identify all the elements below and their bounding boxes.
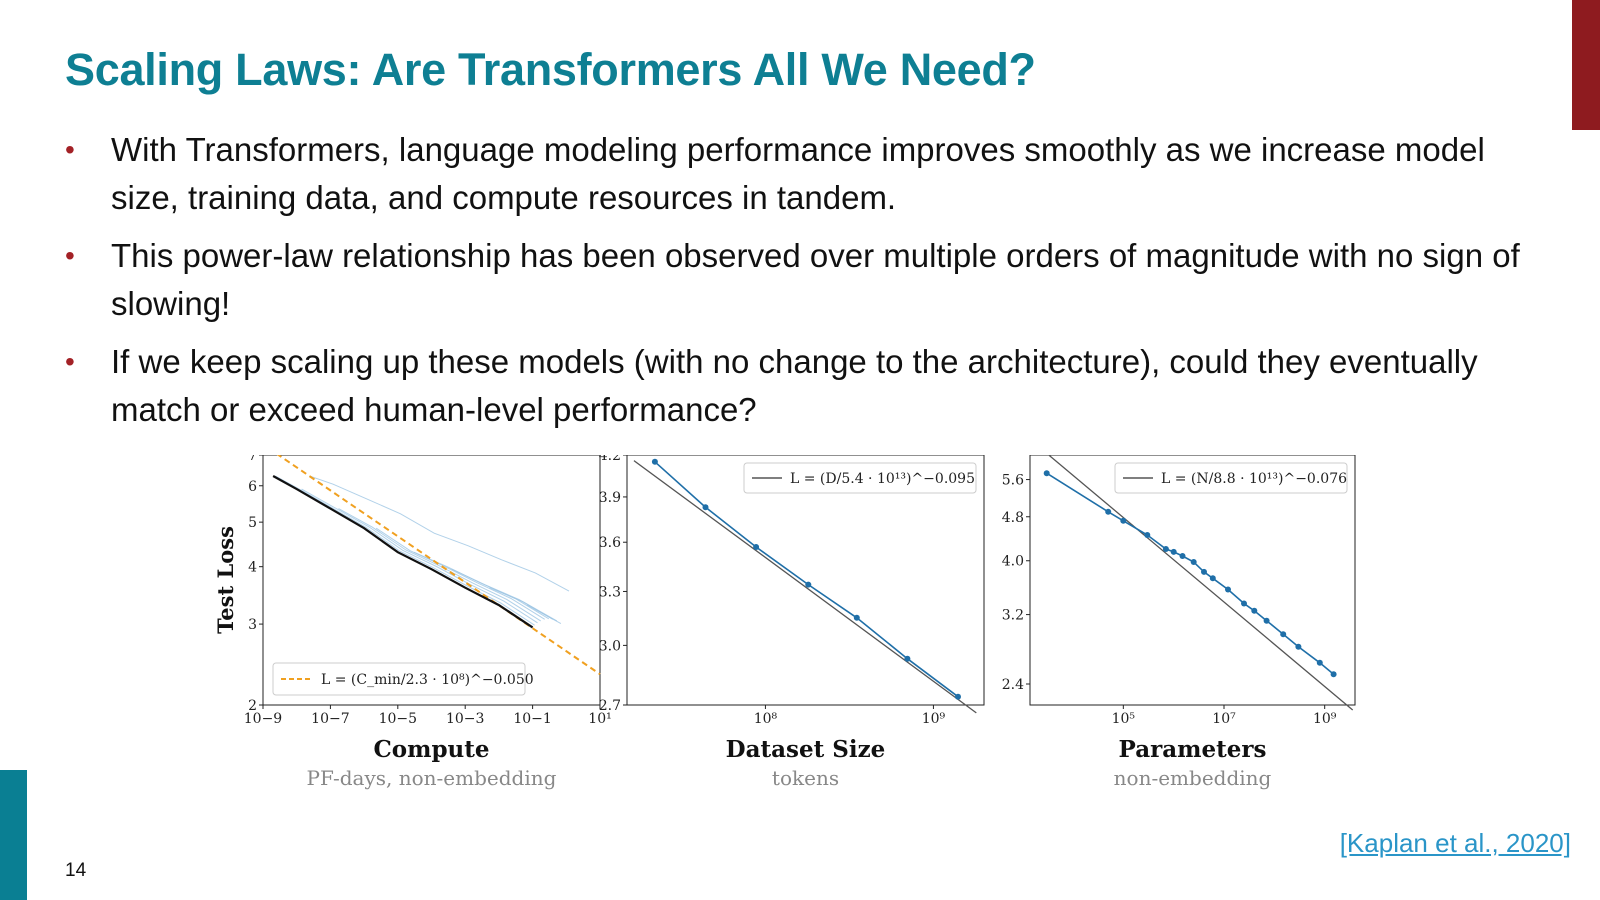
y-axis-title: Test Loss: [213, 526, 238, 634]
fit-line: [275, 452, 601, 676]
y-tick-label: 4.0: [1002, 554, 1024, 570]
x-axis-subtitle: non-embedding: [1114, 766, 1272, 790]
bullet-dot-icon: •: [65, 134, 75, 165]
y-tick-label: 3.3: [599, 584, 621, 600]
data-point: [1241, 600, 1247, 607]
slide-title: Scaling Laws: Are Transformers All We Ne…: [65, 44, 1036, 95]
data-point: [753, 544, 760, 550]
data-point: [1170, 548, 1177, 555]
data-point: [1105, 508, 1112, 515]
data-point: [1043, 470, 1050, 477]
scaling-charts: 10−9 10−7 10−5 10−3 10−1 10¹ 7 6 5 4 3 2 Compute PF-d…: [205, 440, 1405, 815]
data-point: [1209, 575, 1216, 582]
bullet-dot-icon: •: [65, 240, 75, 271]
y-tick-label: 3.0: [599, 638, 621, 654]
x-tick-label: 10⁸: [754, 711, 778, 727]
top-accent-bar: [1572, 0, 1600, 130]
y-tick-label: 2: [248, 698, 257, 714]
x-tick-label: 10⁵: [1112, 711, 1136, 727]
y-tick-label: 2.7: [599, 698, 621, 714]
scaling-charts-svg: 10−9 10−7 10−5 10−3 10−1 10¹ 7 6 5 4 3 2 Compute PF-d…: [213, 440, 1356, 790]
x-axis-title: Parameters: [1119, 736, 1267, 763]
data-point: [1330, 671, 1337, 678]
data-point: [1280, 631, 1287, 638]
y-tick-label: 3.9: [599, 490, 621, 506]
x-axis-title: Compute: [373, 736, 489, 763]
training-curve: [301, 488, 538, 624]
bullet-text: If we keep scaling up these models (with…: [111, 343, 1478, 428]
legend-label: L = (N/8.8 · 10¹³)^−0.076: [1161, 471, 1347, 487]
legend-box: [1114, 462, 1348, 494]
data-point: [1263, 617, 1270, 624]
fit-line: [1031, 440, 1354, 711]
data-point: [1201, 568, 1207, 575]
bullet-list: • With Transformers, language modeling p…: [65, 126, 1545, 444]
bullet-text: With Transformers, language modeling per…: [111, 131, 1485, 216]
y-tick-label: 5.6: [1002, 473, 1024, 489]
bullet-item: • If we keep scaling up these models (wi…: [65, 338, 1545, 434]
bullet-text: This power-law relationship has been obs…: [111, 237, 1520, 322]
y-tick-label: 4.8: [1002, 510, 1024, 526]
fit-line: [633, 460, 977, 714]
y-tick-label: 5: [248, 515, 257, 531]
x-axis-subtitle: PF-days, non-embedding: [307, 766, 557, 790]
data-point: [651, 458, 658, 465]
training-curve: [489, 587, 558, 622]
x-tick-label: 10−1: [513, 711, 551, 727]
bullet-item: • This power-law relationship has been o…: [65, 232, 1545, 328]
data-point: [904, 655, 911, 662]
training-curve: [309, 475, 570, 592]
y-tick-label: 7: [248, 455, 257, 464]
data-line: [1046, 472, 1335, 675]
x-axis-title: Dataset Size: [726, 736, 886, 763]
legend-box: [272, 662, 526, 696]
data-point: [702, 504, 709, 511]
x-tick-label: 10⁹: [1313, 711, 1337, 727]
data-point: [805, 581, 812, 588]
x-tick-label: 10−3: [446, 711, 484, 727]
frontier-line: [272, 475, 534, 629]
data-point: [1179, 553, 1186, 559]
data-point: [1120, 517, 1127, 524]
x-tick-label: 10⁷: [1212, 711, 1236, 727]
legend-label: L = (D/5.4 · 10¹³)^−0.095: [790, 471, 975, 487]
training-curve: [375, 527, 545, 620]
data-point: [955, 693, 961, 700]
y-tick-label: 3.2: [1002, 608, 1024, 624]
bullet-item: • With Transformers, language modeling p…: [65, 126, 1545, 222]
legend-label: L = (C_min/2.3 · 10⁸)^−0.050: [321, 672, 534, 688]
y-tick-label: 6: [248, 479, 257, 495]
y-tick-label: 3: [248, 617, 257, 633]
plot-frame: [626, 454, 985, 706]
data-point: [1251, 607, 1258, 614]
page-number: 14: [65, 860, 87, 881]
data-point: [853, 614, 860, 621]
x-tick-label: 10−9: [244, 711, 282, 727]
data-point: [1144, 532, 1151, 538]
x-tick-label: 10¹: [588, 711, 611, 727]
y-tick-label: 2.4: [1002, 677, 1024, 693]
x-tick-label: 10⁹: [922, 711, 946, 727]
training-curve: [526, 604, 562, 625]
y-tick-label: 3.6: [599, 535, 621, 551]
bullet-dot-icon: •: [65, 346, 75, 377]
data-point: [1162, 546, 1169, 552]
y-tick-label: 4.2: [599, 455, 621, 464]
data-point: [1295, 643, 1302, 650]
x-axis-subtitle: tokens: [772, 766, 839, 790]
data-point: [1316, 659, 1323, 666]
data-point: [1225, 586, 1231, 593]
data-point: [1190, 559, 1197, 565]
training-curve: [274, 475, 535, 626]
x-tick-label: 10−7: [311, 711, 349, 727]
x-tick-label: 10−5: [379, 711, 417, 727]
citation-link[interactable]: [Kaplan et al., 2020]: [1339, 828, 1571, 858]
training-curve: [338, 508, 541, 622]
left-accent-bar: [0, 770, 27, 900]
legend-box: [743, 462, 977, 494]
y-tick-label: 4: [248, 560, 257, 576]
